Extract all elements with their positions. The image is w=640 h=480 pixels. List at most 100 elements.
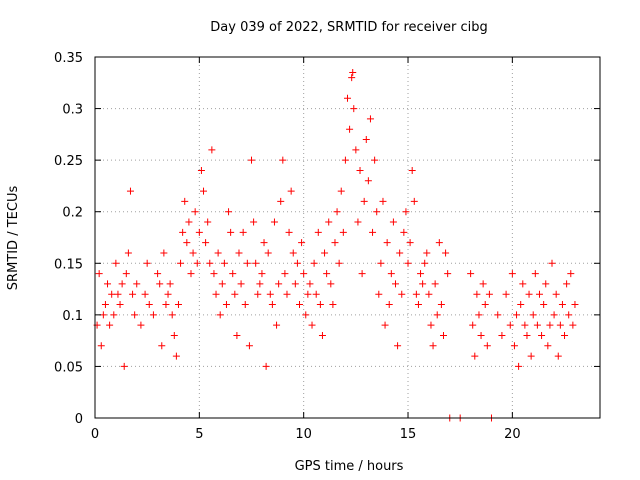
data-point-marker	[381, 321, 389, 329]
data-point-marker	[538, 331, 546, 339]
x-tick-label: 10	[295, 427, 312, 442]
data-point-marker	[216, 311, 224, 319]
data-point-marker	[166, 280, 174, 288]
data-point-marker	[329, 301, 337, 309]
x-axis-label: GPS time / hours	[295, 459, 404, 474]
data-point-marker	[248, 156, 256, 164]
data-point-marker	[323, 270, 331, 278]
data-point-marker	[168, 311, 176, 319]
data-point-marker	[358, 270, 366, 278]
x-tick-label: 5	[195, 427, 203, 442]
data-point-marker	[344, 94, 351, 102]
data-point-marker	[197, 166, 205, 174]
data-point-marker	[385, 301, 393, 309]
grid-lines	[95, 57, 600, 418]
y-tick-label: 0.25	[54, 154, 83, 169]
y-tick-label: 0.1	[62, 309, 83, 324]
data-point-marker	[225, 208, 233, 216]
data-point-marker	[101, 301, 109, 309]
data-point-marker	[104, 280, 112, 288]
data-point-marker	[227, 228, 235, 236]
data-point-marker	[335, 259, 343, 267]
data-point-marker	[195, 228, 203, 236]
data-point-marker	[149, 311, 157, 319]
data-point-marker	[391, 280, 399, 288]
data-point-marker	[556, 321, 564, 329]
data-point-marker	[243, 259, 251, 267]
data-point-marker	[540, 301, 548, 309]
data-point-marker	[552, 290, 560, 298]
data-point-marker	[327, 280, 335, 288]
data-point-marker	[241, 301, 249, 309]
data-point-marker	[364, 177, 372, 185]
data-point-marker	[202, 239, 210, 247]
data-point-marker	[262, 362, 270, 370]
data-point-marker	[350, 105, 358, 113]
data-point-marker	[181, 197, 189, 205]
data-point-marker	[314, 228, 322, 236]
data-point-marker	[214, 249, 222, 257]
data-point-marker	[423, 249, 431, 257]
data-point-marker	[99, 311, 107, 319]
data-point-marker	[352, 146, 360, 154]
data-point-marker	[129, 290, 137, 298]
data-point-marker	[525, 290, 533, 298]
data-point-marker	[410, 197, 418, 205]
data-point-marker	[531, 270, 539, 278]
data-point-marker	[439, 331, 447, 339]
data-point-marker	[398, 290, 406, 298]
data-point-marker	[160, 249, 168, 257]
data-point-marker	[193, 259, 201, 267]
data-point-marker	[293, 259, 301, 267]
data-point-marker	[291, 280, 299, 288]
data-point-marker	[116, 301, 124, 309]
data-point-marker	[277, 197, 285, 205]
data-point-marker	[162, 301, 170, 309]
data-point-marker	[508, 270, 516, 278]
data-point-marker	[371, 156, 379, 164]
data-point-marker	[212, 290, 220, 298]
data-point-marker	[481, 301, 489, 309]
data-points	[93, 68, 579, 422]
y-axis-ticks: 0 0.05 0.1 0.15 0.2 0.25 0.3 0.35	[54, 51, 600, 427]
data-point-marker	[377, 259, 385, 267]
data-point-marker	[210, 270, 218, 278]
data-point-marker	[563, 280, 571, 288]
data-point-marker	[304, 290, 312, 298]
data-point-marker	[379, 197, 387, 205]
data-point-marker	[118, 280, 126, 288]
data-point-marker	[558, 301, 566, 309]
data-point-marker	[529, 311, 537, 319]
data-point-marker	[312, 290, 320, 298]
data-point-marker	[521, 321, 529, 329]
data-point-marker	[419, 280, 427, 288]
data-point-marker	[571, 301, 579, 309]
data-point-marker	[402, 208, 410, 216]
y-tick-label: 0.35	[54, 51, 83, 66]
data-point-marker	[256, 280, 264, 288]
data-point-marker	[191, 208, 199, 216]
data-point-marker	[467, 270, 475, 278]
data-point-marker	[477, 331, 485, 339]
data-point-marker	[106, 321, 114, 329]
data-point-marker	[548, 259, 556, 267]
data-point-marker	[517, 301, 525, 309]
data-point-marker	[535, 290, 543, 298]
data-point-marker	[143, 259, 151, 267]
data-point-marker	[124, 249, 132, 257]
data-point-marker	[527, 352, 535, 360]
data-point-marker	[273, 321, 281, 329]
data-point-marker	[362, 136, 370, 144]
data-point-marker	[310, 259, 318, 267]
data-point-marker	[360, 197, 368, 205]
data-point-marker	[431, 280, 439, 288]
data-point-marker	[114, 290, 122, 298]
data-point-marker	[475, 311, 483, 319]
data-point-marker	[281, 270, 289, 278]
data-point-marker	[427, 321, 435, 329]
data-point-marker	[145, 301, 153, 309]
data-point-marker	[550, 311, 558, 319]
data-point-marker	[231, 290, 239, 298]
data-point-marker	[108, 290, 116, 298]
